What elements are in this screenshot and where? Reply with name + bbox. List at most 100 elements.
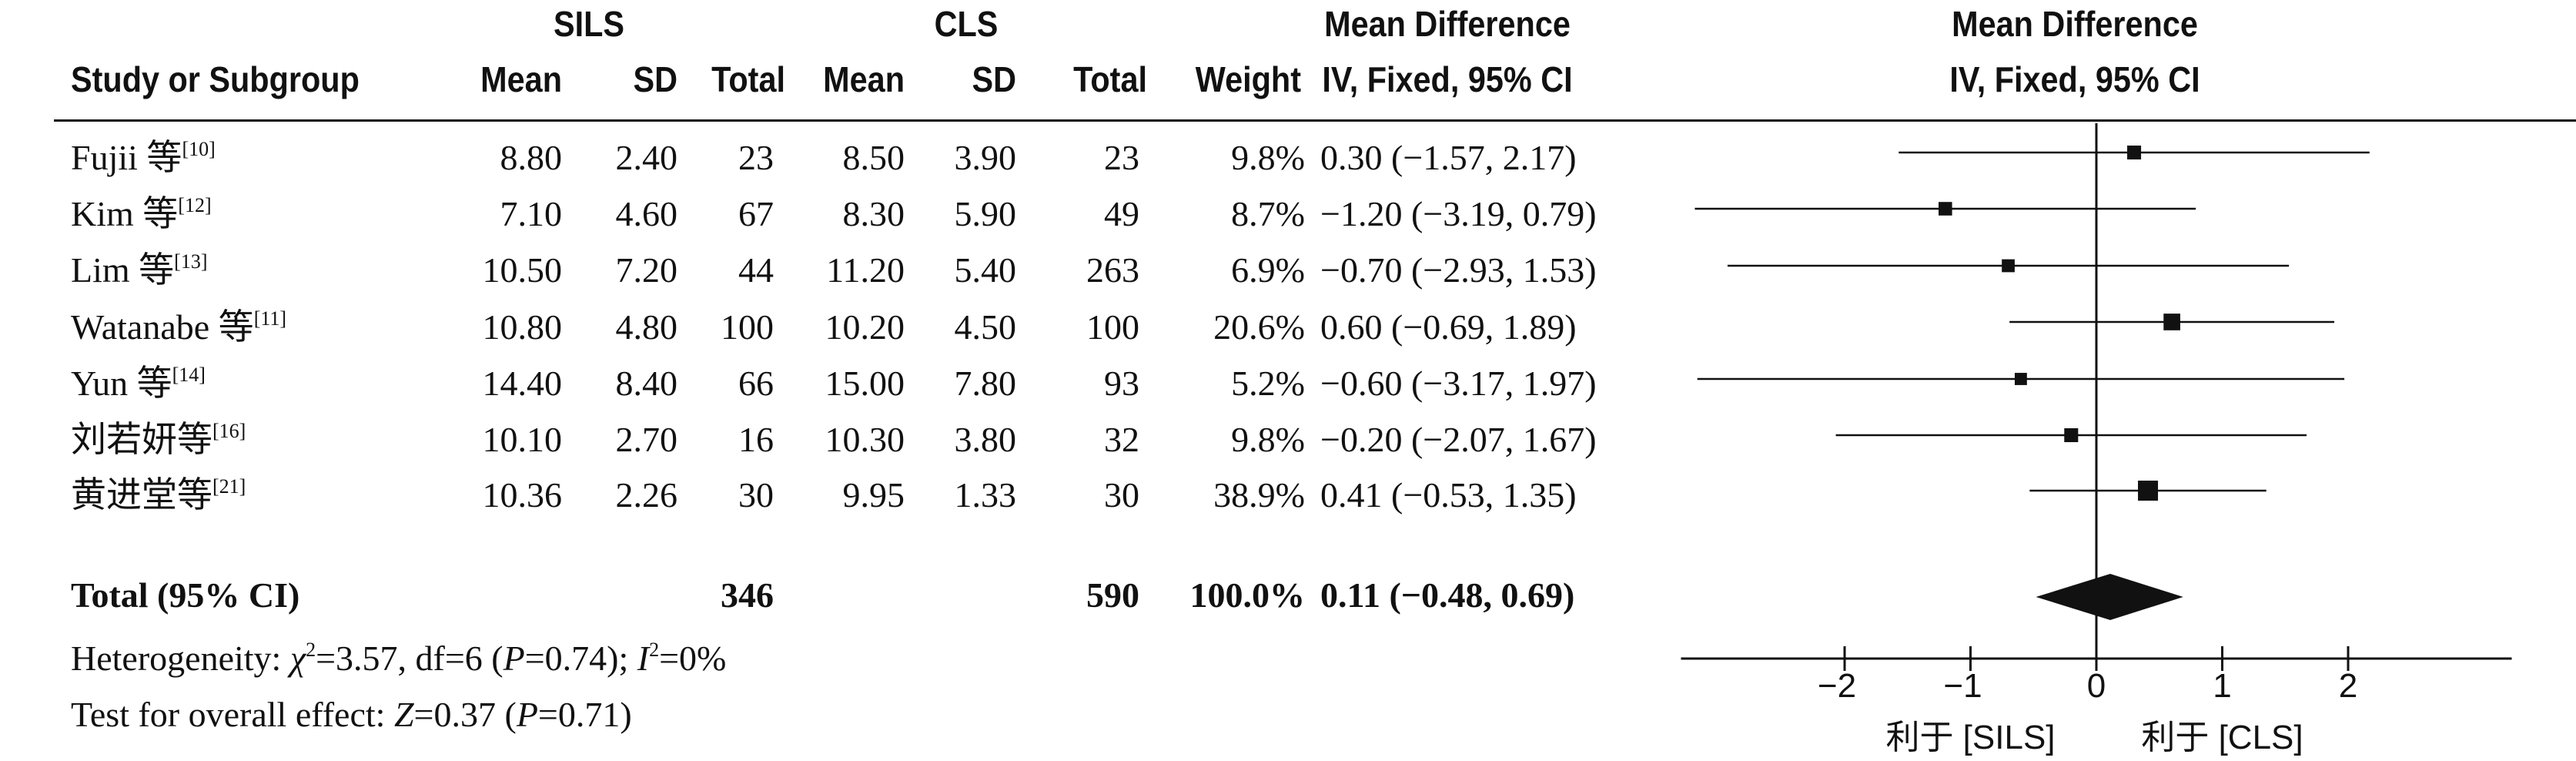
- group-header-sils: SILS: [553, 4, 625, 44]
- cell-mean1: 14.40: [482, 364, 563, 403]
- total-ci: 0.11 (−0.48, 0.69): [1320, 575, 1575, 615]
- cell-ci: −0.70 (−2.93, 1.53): [1320, 250, 1597, 290]
- cell-mean1: 7.10: [500, 194, 563, 233]
- cell-sd1: 7.20: [615, 250, 678, 290]
- cell-ci: −0.20 (−2.07, 1.67): [1320, 420, 1597, 459]
- overall-effect-line: Test for overall effect: Z=0.37 (P=0.71): [71, 697, 632, 733]
- md-column-subtitle: IV, Fixed, 95% CI: [1322, 59, 1573, 99]
- study-name: Lim 等: [71, 250, 175, 290]
- cell-weight: 9.8%: [1231, 420, 1305, 459]
- cell-sd2: 5.90: [954, 194, 1017, 233]
- study-label: Kim 等[12]: [71, 196, 212, 232]
- cell-ci: −0.60 (−3.17, 1.97): [1320, 364, 1597, 403]
- x-tick-label: 2: [2339, 667, 2357, 705]
- x-tick-label: 0: [2087, 667, 2106, 705]
- cell-mean1: 10.36: [482, 475, 563, 515]
- cell-mean2: 8.50: [842, 138, 905, 177]
- cell-n1: 30: [738, 475, 774, 515]
- het-i: I: [637, 639, 650, 678]
- cell-n2: 30: [1104, 475, 1139, 515]
- favours-left-label: 利于 [SILS]: [1885, 719, 2055, 756]
- cell-n1: 67: [738, 194, 774, 233]
- oe-p: P: [516, 695, 538, 734]
- col-total2-header: Total: [1073, 59, 1147, 99]
- cell-sd1: 8.40: [615, 364, 678, 403]
- study-label: Lim 等[13]: [71, 250, 208, 290]
- study-label: 黄进堂等[21]: [71, 475, 246, 515]
- group-header-cls: CLS: [934, 4, 999, 44]
- study-name: Yun 等: [71, 364, 172, 403]
- col-mean2-header: Mean: [823, 59, 905, 99]
- col-total1-header: Total: [711, 59, 785, 99]
- het-end: =0%: [659, 639, 727, 678]
- cell-n1: 66: [738, 364, 774, 403]
- cell-sd1: 2.40: [615, 138, 678, 177]
- cell-n2: 32: [1104, 420, 1139, 459]
- het-chi-sup: 2: [306, 639, 316, 661]
- cell-n2: 263: [1086, 250, 1139, 290]
- point-estimate: [2127, 145, 2142, 160]
- oe-mid: =0.37 (: [413, 695, 517, 734]
- point-estimate: [2138, 481, 2159, 501]
- cell-ci: 0.30 (−1.57, 2.17): [1320, 138, 1577, 177]
- study-reference: [14]: [172, 364, 206, 386]
- cell-sd1: 4.80: [615, 307, 678, 347]
- oe-end: =0.71): [537, 695, 632, 734]
- cell-sd2: 3.80: [954, 420, 1017, 459]
- study-reference: [21]: [212, 475, 246, 498]
- cell-sd2: 1.33: [954, 475, 1017, 515]
- plot-subtitle: IV, Fixed, 95% CI: [1949, 59, 2200, 99]
- cell-sd2: 4.50: [954, 307, 1017, 347]
- study-label: Watanabe 等[11]: [71, 307, 286, 347]
- cell-mean2: 15.00: [825, 364, 905, 403]
- study-name: 黄进堂等: [71, 475, 212, 515]
- point-estimate: [2002, 259, 2015, 273]
- cell-weight: 38.9%: [1213, 475, 1305, 515]
- total-n2: 590: [1086, 575, 1139, 615]
- cell-sd2: 3.90: [954, 138, 1017, 177]
- col-mean1-header: Mean: [480, 59, 562, 99]
- cell-mean2: 8.30: [842, 194, 905, 233]
- cell-sd2: 5.40: [954, 250, 1017, 290]
- md-column-title: Mean Difference: [1324, 4, 1571, 44]
- cell-mean1: 10.10: [482, 420, 563, 459]
- cell-n2: 49: [1104, 194, 1139, 233]
- cell-n2: 23: [1104, 138, 1139, 177]
- study-reference: [13]: [174, 250, 208, 273]
- cell-weight: 20.6%: [1213, 307, 1305, 347]
- study-name: 刘若妍等: [71, 420, 212, 459]
- col-sd2-header: SD: [972, 59, 1016, 99]
- het-prefix: Heterogeneity:: [71, 639, 290, 678]
- cell-sd1: 2.26: [615, 475, 678, 515]
- het-mid: =3.57, df=6 (: [316, 639, 503, 678]
- study-name: Watanabe 等: [71, 307, 254, 347]
- het-chi: χ: [289, 639, 306, 678]
- total-label: Total (95% CI): [71, 575, 300, 615]
- cell-sd1: 2.70: [615, 420, 678, 459]
- col-sd1-header: SD: [633, 59, 677, 99]
- study-reference: [12]: [178, 194, 212, 216]
- cell-n1: 23: [738, 138, 774, 177]
- cell-mean2: 10.30: [825, 420, 905, 459]
- point-estimate: [2064, 427, 2079, 443]
- cell-weight: 9.8%: [1231, 138, 1305, 177]
- study-label: Yun 等[14]: [71, 364, 206, 403]
- col-weight-header: Weight: [1195, 59, 1301, 99]
- oe-prefix: Test for overall effect:: [71, 695, 394, 734]
- col-study-header: Study or Subgroup: [71, 59, 360, 99]
- cell-weight: 5.2%: [1231, 364, 1305, 403]
- point-estimate: [2014, 373, 2027, 385]
- oe-z: Z: [393, 695, 414, 734]
- study-label: Fujii 等[10]: [71, 138, 216, 176]
- cell-ci: 0.41 (−0.53, 1.35): [1320, 475, 1577, 515]
- pooled-diamond: [2036, 574, 2183, 620]
- study-reference: [10]: [182, 138, 216, 160]
- plot-title: Mean Difference: [1952, 4, 2198, 44]
- cell-n2: 93: [1104, 364, 1139, 403]
- cell-sd2: 7.80: [954, 364, 1017, 403]
- study-name: Kim 等: [71, 194, 179, 233]
- total-weight: 100.0%: [1189, 575, 1306, 615]
- cell-mean1: 10.50: [482, 250, 563, 290]
- het-i-sup: 2: [649, 639, 660, 661]
